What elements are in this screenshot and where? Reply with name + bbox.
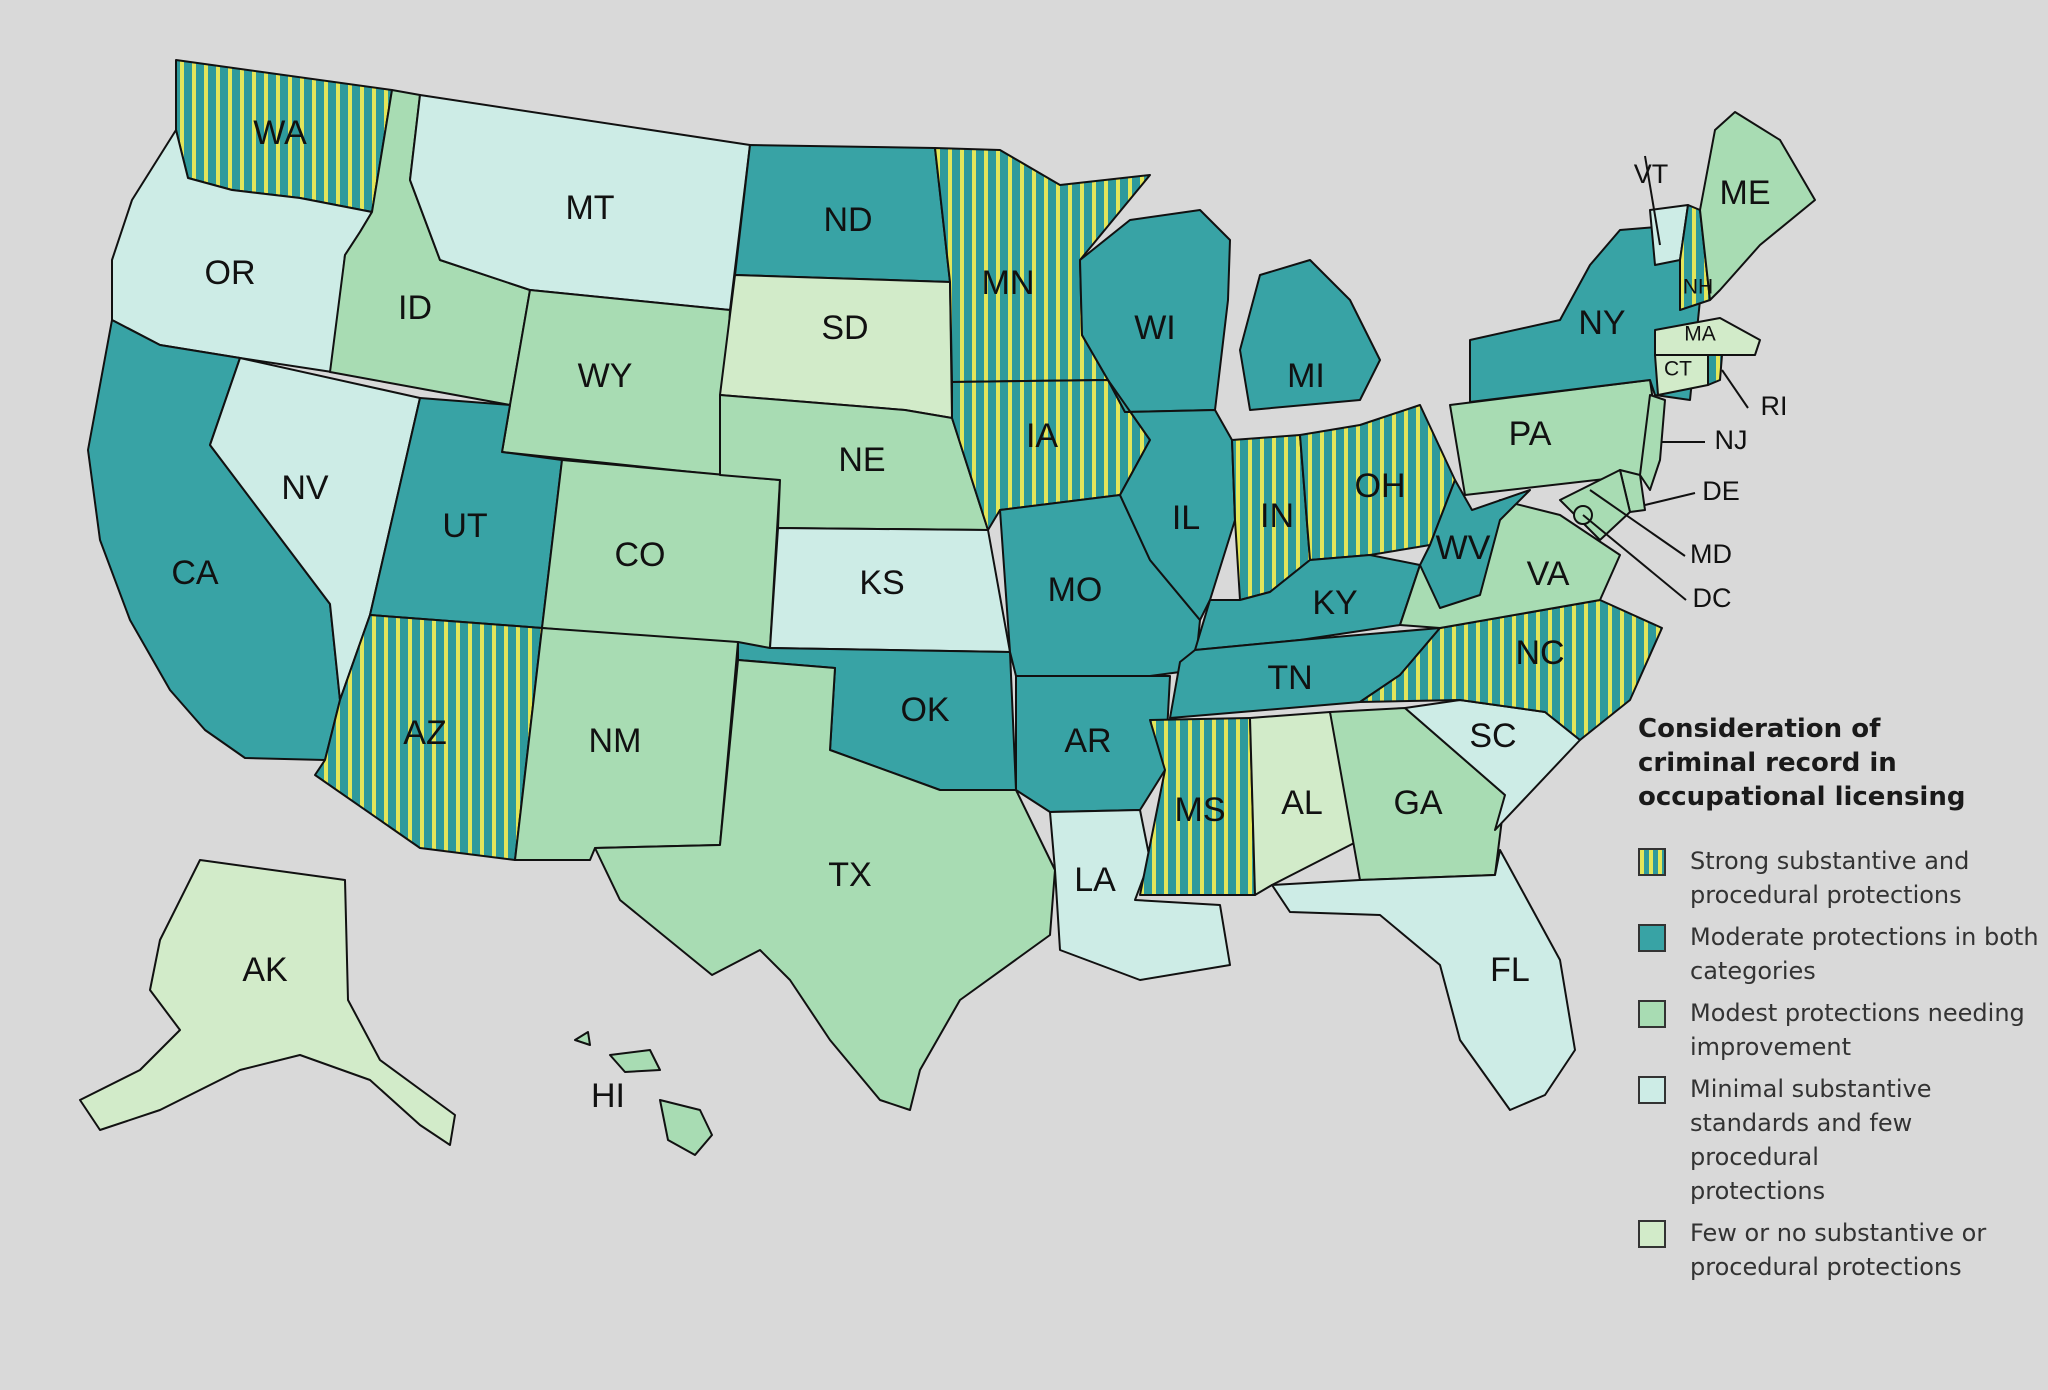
legend-swatch-minimal bbox=[1638, 1076, 1666, 1104]
callout-line-de bbox=[1644, 492, 1696, 506]
state-ma bbox=[1654, 317, 1761, 356]
state-label-ne: NE bbox=[838, 441, 885, 479]
state-label-ny: NY bbox=[1578, 304, 1625, 342]
state-label-hi: HI bbox=[591, 1077, 625, 1115]
state-label-al: AL bbox=[1281, 784, 1323, 822]
state-tx bbox=[594, 659, 1056, 1111]
state-nh bbox=[1679, 204, 1711, 311]
state-label-me: ME bbox=[1720, 174, 1771, 212]
state-al bbox=[1249, 711, 1361, 896]
state-label-la: LA bbox=[1074, 861, 1116, 899]
state-label-pa: PA bbox=[1509, 415, 1552, 453]
legend-item-minimal: Minimal substantive standards and few pr… bbox=[1638, 1072, 2048, 1208]
state-label-nm: NM bbox=[589, 722, 642, 760]
legend-swatch-modest bbox=[1638, 1000, 1666, 1028]
state-label-fl: FL bbox=[1490, 951, 1530, 989]
callout-line-md bbox=[1589, 489, 1686, 557]
state-label-mt: MT bbox=[565, 189, 614, 227]
state-label-ia: IA bbox=[1026, 417, 1058, 455]
state-mi bbox=[1239, 259, 1381, 411]
state-la bbox=[1049, 809, 1231, 981]
state-ak bbox=[79, 859, 456, 1146]
legend-swatch-strong bbox=[1638, 848, 1666, 876]
state-label-ak: AK bbox=[242, 951, 288, 989]
legend-swatch-few bbox=[1638, 1220, 1666, 1248]
state-label-wi: WI bbox=[1134, 309, 1176, 347]
legend-item-strong: Strong substantive and procedural protec… bbox=[1638, 844, 2048, 912]
state-label-ky: KY bbox=[1312, 584, 1357, 622]
state-ri bbox=[1707, 354, 1723, 386]
state-me bbox=[1699, 111, 1816, 301]
callout-line-vt bbox=[1644, 155, 1661, 246]
state-label-dc: DC bbox=[1693, 583, 1732, 613]
state-label-sc: SC bbox=[1469, 717, 1516, 755]
state-label-az: AZ bbox=[403, 714, 446, 752]
state-label-md: MD bbox=[1690, 539, 1732, 569]
state-label-ri: RI bbox=[1761, 391, 1788, 421]
state-nj bbox=[1639, 394, 1666, 491]
state-label-id: ID bbox=[398, 289, 432, 327]
state-wi bbox=[1079, 209, 1231, 413]
state-label-tn: TN bbox=[1267, 659, 1312, 697]
state-label-de: DE bbox=[1702, 476, 1740, 506]
legend-label-moderate: Moderate protections in both categories bbox=[1690, 923, 2039, 985]
callout-line-dc bbox=[1582, 514, 1687, 601]
state-label-nh: NH bbox=[1683, 276, 1713, 299]
state-label-wv: WV bbox=[1436, 529, 1491, 567]
state-label-ct: CT bbox=[1664, 358, 1692, 381]
state-label-nc: NC bbox=[1515, 634, 1564, 672]
legend-item-few: Few or no substantive or procedural prot… bbox=[1638, 1216, 2048, 1284]
state-label-ks: KS bbox=[859, 564, 904, 602]
state-label-ar: AR bbox=[1064, 722, 1111, 760]
callout-line-ri bbox=[1721, 369, 1749, 409]
state-label-vt: VT bbox=[1634, 159, 1669, 189]
state-label-in: IN bbox=[1260, 497, 1294, 535]
state-label-ma: MA bbox=[1684, 323, 1716, 346]
state-label-ut: UT bbox=[442, 507, 487, 545]
state-label-sd: SD bbox=[821, 309, 868, 347]
legend-title: Consideration of criminal record in occu… bbox=[1638, 714, 1966, 812]
state-label-il: IL bbox=[1172, 499, 1200, 537]
state-ga bbox=[1329, 707, 1506, 881]
state-label-tx: TX bbox=[828, 856, 871, 894]
state-label-oh: OH bbox=[1355, 467, 1406, 505]
state-label-mo: MO bbox=[1048, 571, 1103, 609]
state-fl bbox=[1271, 849, 1576, 1111]
state-hi bbox=[574, 1031, 713, 1156]
legend-item-modest: Modest protections needing improvement bbox=[1638, 996, 2048, 1064]
state-label-nd: ND bbox=[823, 201, 872, 239]
legend-label-few: Few or no substantive or procedural prot… bbox=[1690, 1219, 1987, 1281]
state-label-wa: WA bbox=[253, 114, 307, 152]
state-label-nv: NV bbox=[281, 469, 329, 507]
legend-item-moderate: Moderate protections in both categories bbox=[1638, 920, 2048, 988]
legend: Consideration of criminal record in occu… bbox=[1638, 712, 2048, 1292]
state-label-ms: MS bbox=[1175, 791, 1226, 829]
state-label-mn: MN bbox=[982, 264, 1035, 302]
legend-swatch-moderate bbox=[1638, 924, 1666, 952]
state-wv bbox=[1419, 479, 1531, 609]
state-nc bbox=[1359, 599, 1663, 741]
state-label-ga: GA bbox=[1393, 784, 1442, 822]
legend-label-strong: Strong substantive and procedural protec… bbox=[1690, 847, 1970, 909]
state-label-or: OR bbox=[205, 254, 256, 292]
state-label-co: CO bbox=[615, 536, 666, 574]
state-label-ca: CA bbox=[171, 554, 219, 592]
state-label-ok: OK bbox=[900, 691, 949, 729]
state-label-va: VA bbox=[1527, 555, 1570, 593]
legend-label-minimal: Minimal substantive standards and few pr… bbox=[1690, 1075, 1932, 1205]
state-label-mi: MI bbox=[1287, 357, 1325, 395]
state-label-nj: NJ bbox=[1715, 425, 1748, 455]
legend-label-modest: Modest protections needing improvement bbox=[1690, 999, 2025, 1061]
state-label-wy: WY bbox=[578, 357, 633, 395]
